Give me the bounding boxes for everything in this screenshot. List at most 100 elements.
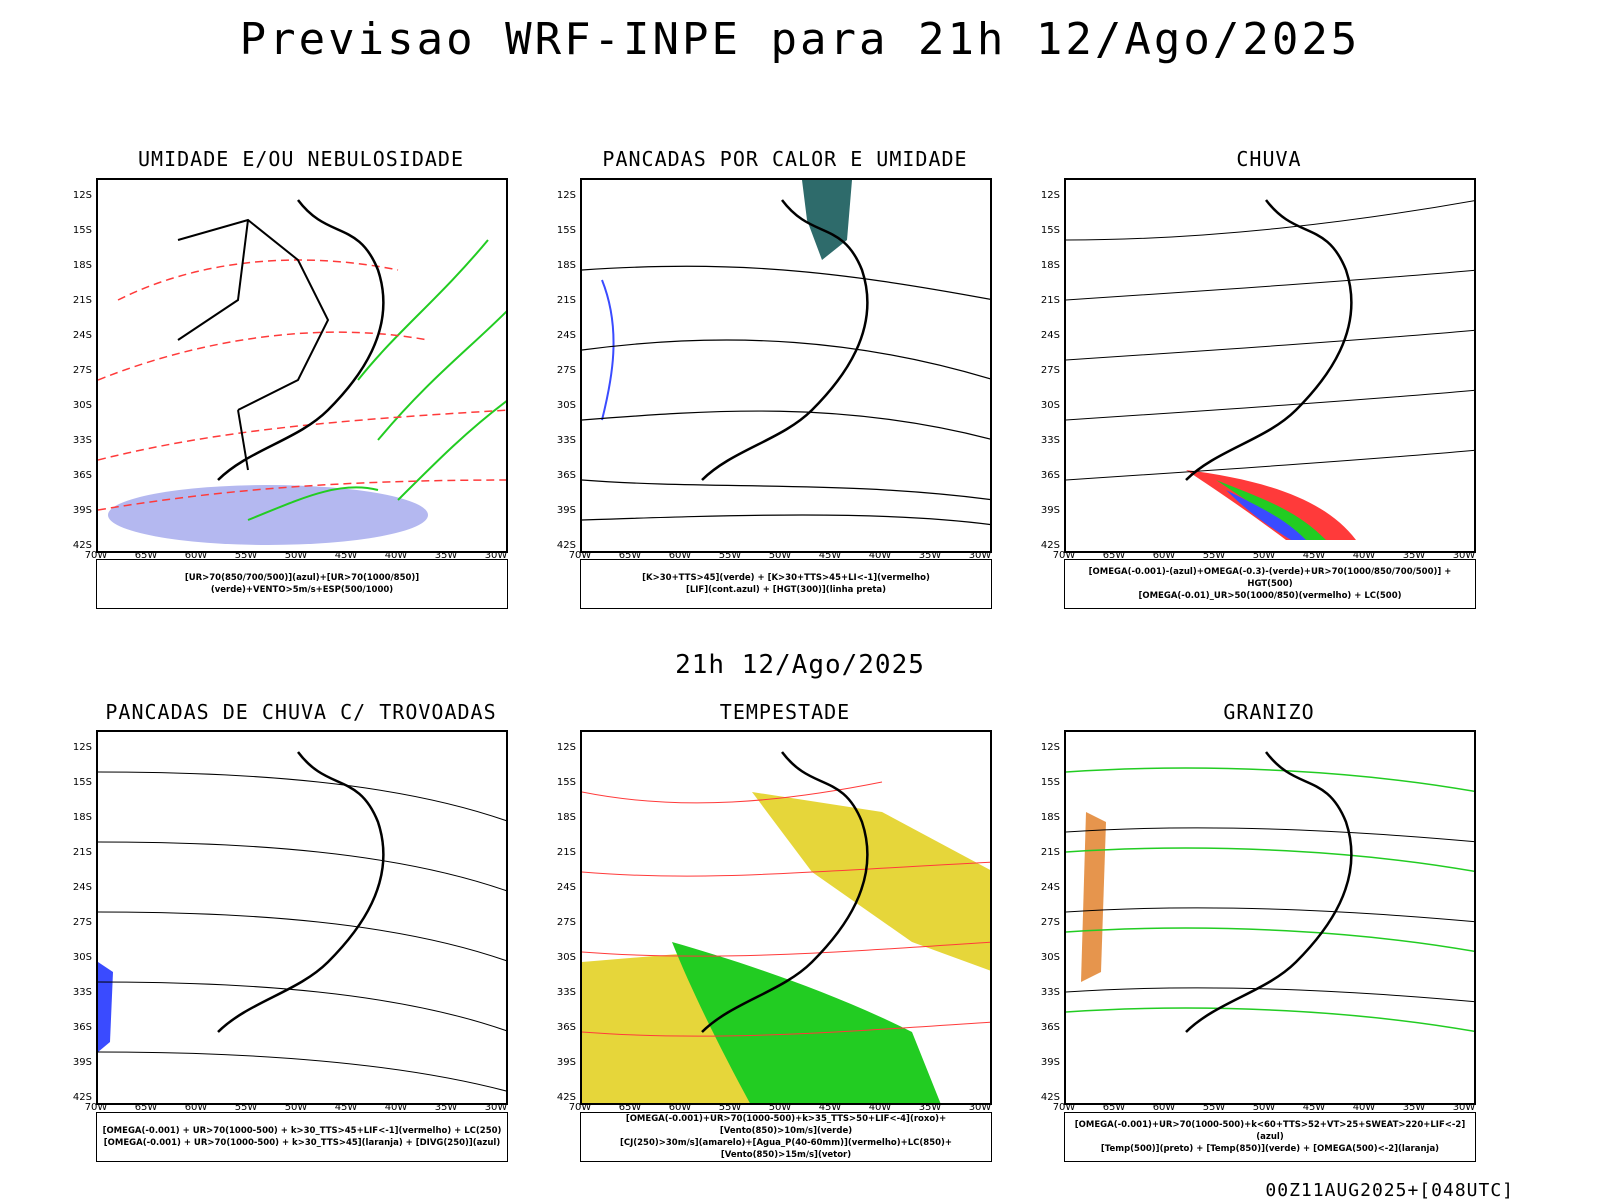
lat-tick-label: 33S [556,987,576,998]
lon-tick-label: 30W [484,550,508,561]
lat-tick-label: 15S [1040,777,1060,788]
lat-tick-label: 24S [72,330,92,341]
coastline [701,751,869,1033]
lat-tick-label: 36S [72,1022,92,1033]
lat-tick-label: 21S [72,847,92,858]
lat-tick-label: 42S [1040,1092,1060,1103]
lon-tick-label: 50W [284,550,308,561]
lon-tick-label: 40W [868,550,892,561]
lat-tick-label: 18S [1040,260,1060,271]
lat-tick-label: 24S [556,882,576,893]
legend-line: [UR>70(850/700/500)](azul)+[UR>70(1000/8… [184,573,420,595]
map-granizo-canvas [1066,751,1474,1033]
streamlines [1066,200,1474,481]
lat-tick-label: 12S [1040,190,1060,201]
lon-tick-label: 40W [384,1102,408,1113]
lat-tick-label: 36S [72,470,92,481]
lat-tick-label: 12S [556,742,576,753]
lat-tick-label: 21S [556,847,576,858]
lon-tick-label: 65W [134,1102,158,1113]
lon-tick-label: 30W [1452,550,1476,561]
lon-tick-label: 45W [1302,550,1326,561]
lat-tick-label: 33S [1040,435,1060,446]
lat-tick-label: 24S [72,882,92,893]
red-dashed-contours [98,259,506,511]
lon-tick-label: 45W [334,550,358,561]
orange-omega-area [1081,812,1106,982]
lon-tick-label: 30W [968,1102,992,1113]
lon-tick-label: 60W [668,550,692,561]
lon-tick-label: 60W [1152,1102,1176,1113]
map-granizo [1064,730,1476,1105]
lat-tick-label: 24S [1040,330,1060,341]
lon-tick-label: 50W [1252,1102,1276,1113]
lat-tick-label: 36S [1040,1022,1060,1033]
coastline [701,199,869,481]
legend-line: [LIF](cont.azul) + [HGT(300)](linha pret… [685,585,887,595]
lat-tick-label: 27S [72,917,92,928]
lat-tick-label: 42S [1040,540,1060,551]
map-pancadas-calor-canvas [582,180,990,526]
lat-tick-label: 18S [1040,812,1060,823]
map-tempestade-canvas [582,751,990,1103]
lat-tick-label: 39S [556,505,576,516]
green-wind-area [672,942,941,1103]
legend-line: [Temp(500)](preto) + [Temp(850)](verde) … [1100,1144,1440,1154]
panel-title-granizo: GRANIZO [1223,700,1315,724]
lat-tick-label: 42S [556,540,576,551]
lon-tick-label: 45W [1302,1102,1326,1113]
legend-umidade: [UR>70(850/700/500)](azul)+[UR>70(1000/8… [96,559,508,609]
blue-divg-area [98,962,113,1052]
legend-line: [OMEGA(-0.01)_UR>50(1000/850)(vermelho) … [1138,591,1402,601]
lon-tick-label: 65W [1102,1102,1126,1113]
lon-tick-label: 65W [618,1102,642,1113]
map-tempestade [580,730,992,1105]
lat-tick-label: 36S [1040,470,1060,481]
green-contours [247,239,506,521]
lon-tick-label: 65W [134,550,158,561]
lon-tick-label: 45W [334,1102,358,1113]
lat-tick-label: 39S [72,505,92,516]
lon-tick-label: 45W [818,550,842,561]
lat-tick-label: 24S [556,330,576,341]
lat-tick-label: 12S [556,190,576,201]
lat-tick-label: 18S [72,260,92,271]
lon-tick-label: 70W [1052,550,1076,561]
lat-tick-label: 33S [72,987,92,998]
legend-line: [K>30+TTS>45](verde) + [K>30+TTS>45+LI<-… [642,573,930,583]
lat-tick-label: 42S [556,1092,576,1103]
lat-tick-label: 12S [72,190,92,201]
lon-tick-label: 40W [1352,1102,1376,1113]
lon-tick-label: 70W [568,550,592,561]
lat-tick-label: 30S [72,400,92,411]
legend-line: [OMEGA(-0.001)+UR>70(1000-500)+k<60+TTS>… [1074,1120,1466,1142]
lon-tick-label: 40W [384,550,408,561]
lon-tick-label: 60W [668,1102,692,1113]
lon-tick-label: 60W [184,1102,208,1113]
lat-tick-label: 15S [72,777,92,788]
lat-tick-label: 30S [72,952,92,963]
lon-tick-label: 65W [618,550,642,561]
lat-tick-label: 21S [1040,847,1060,858]
coastline [1185,751,1353,1033]
legend-line: [OMEGA(-0.001) + UR>70(1000-500) + k>30_… [103,1138,501,1148]
mid-title: 21h 12/Ago/2025 [675,650,925,680]
lat-tick-label: 21S [72,295,92,306]
lat-tick-label: 42S [72,1092,92,1103]
streamlines [98,771,506,1092]
lat-tick-label: 18S [556,812,576,823]
lon-tick-label: 35W [918,550,942,561]
coastline [217,751,385,1033]
lat-tick-label: 30S [556,400,576,411]
lat-tick-label: 15S [72,225,92,236]
panel-title-tempestade: TEMPESTADE [719,700,851,724]
teal-area [802,180,852,260]
legend-tempestade: [OMEGA(-0.001)+UR>70(1000-500)+k>35_TTS>… [580,1112,992,1162]
lat-tick-label: 15S [556,225,576,236]
panel-title-pancadas-calor: PANCADAS POR CALOR E UMIDADE [602,147,968,171]
legend-chuva: [OMEGA(-0.001)-(azul)+OMEGA(-0.3)-(verde… [1064,559,1476,609]
map-umidade [96,178,508,553]
lon-tick-label: 50W [284,1102,308,1113]
lon-tick-label: 50W [768,1102,792,1113]
legend-line: [OMEGA(-0.001)+UR>70(1000-500)+k>35_TTS>… [625,1114,947,1136]
